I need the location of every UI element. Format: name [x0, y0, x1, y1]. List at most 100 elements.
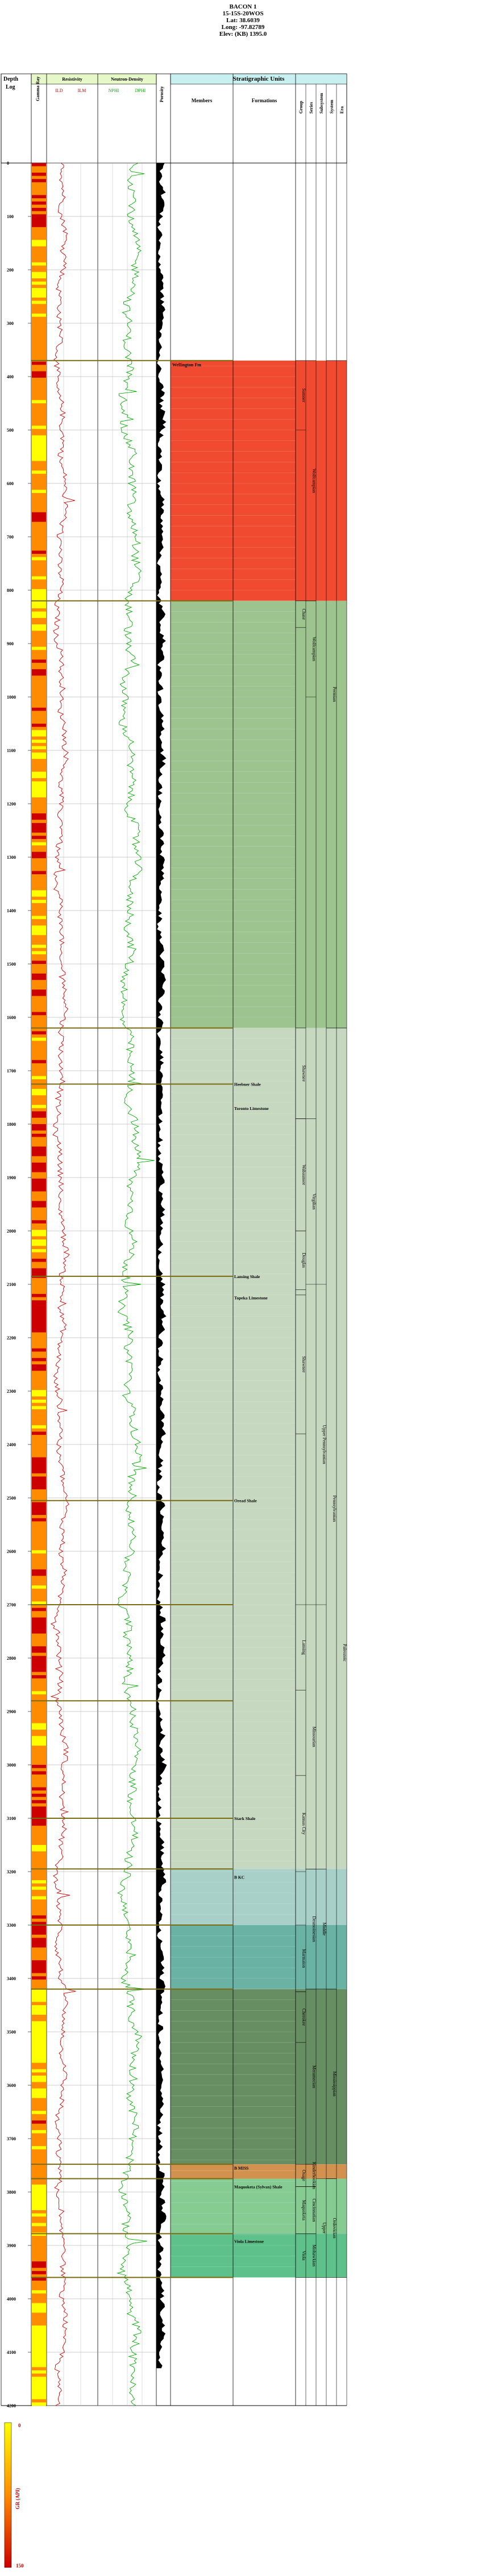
gamma-ray-cell [32, 537, 46, 541]
gamma-ray-cell [32, 400, 46, 404]
gamma-ray-cell [32, 2117, 46, 2121]
member-label: Oread Shale [234, 1498, 257, 1504]
gamma-ray-cell [32, 454, 46, 458]
gamma-ray-cell [32, 381, 46, 385]
gamma-ray-cell [32, 765, 46, 769]
gamma-track-title: Gamma Ray [35, 77, 40, 101]
gamma-ray-cell [32, 1659, 46, 1663]
gamma-ray-cell [32, 839, 46, 843]
gamma-ray-cell [32, 1191, 46, 1195]
gamma-ray-cell [32, 2085, 46, 2089]
gamma-ray-cell [32, 685, 46, 689]
gamma-ray-cell [32, 605, 46, 609]
gamma-ray-cell [32, 204, 46, 208]
gamma-ray-cell [32, 201, 46, 205]
depth-tick-label: 1100 [7, 748, 16, 753]
gamma-ray-cell [32, 1451, 46, 1455]
gamma-ray-cell [32, 804, 46, 808]
gamma-ray-cell [32, 1018, 46, 1022]
gamma-ray-cell [32, 1742, 46, 1746]
gamma-ray-cell [32, 698, 46, 702]
gamma-ray-cell [32, 490, 46, 494]
gamma-ray-cell [32, 1739, 46, 1743]
gamma-ray-cell [32, 2111, 46, 2115]
gamma-ray-cell [32, 791, 46, 795]
gamma-ray-cell [32, 345, 46, 349]
gamma-ray-cell [32, 492, 46, 496]
gamma-ray-cell [32, 1015, 46, 1019]
gamma-ray-cell [32, 1092, 46, 1096]
gamma-ray-cell [32, 1543, 46, 1547]
depth-tick-label: 2500 [7, 1496, 16, 1501]
gamma-ray-cell [32, 1826, 46, 1830]
gamma-ray-cell [32, 855, 46, 859]
gamma-ray-cell [32, 896, 46, 900]
gamma-ray-cell [32, 1447, 46, 1451]
gamma-ray-cell [32, 1720, 46, 1724]
gamma-ray-cell [32, 800, 46, 804]
system-label: Ordovician [332, 2218, 337, 2238]
gamma-ray-cell [32, 519, 46, 523]
gamma-ray-cell [32, 1521, 46, 1525]
gamma-ray-cell [32, 1348, 46, 1352]
group-label: Kansas City [301, 1813, 306, 1835]
gamma-ray-cell [32, 1998, 46, 2002]
gamma-ray-cell [32, 1579, 46, 1583]
gamma-ray-cell [32, 566, 46, 570]
gamma-ray-cell [32, 464, 46, 468]
gamma-ray-cell [32, 2172, 46, 2176]
gamma-ray-cell [32, 954, 46, 958]
gamma-ray-cell [32, 1008, 46, 1012]
gamma-ray-cell [32, 1768, 46, 1772]
gamma-ray-cell [32, 1265, 46, 1269]
gamma-ray-cell [32, 1595, 46, 1599]
gamma-ray-cell [32, 707, 46, 711]
gamma-ray-cell [32, 887, 46, 891]
gamma-ray-cell [32, 1268, 46, 1272]
gamma-ray-cell [32, 461, 46, 465]
gamma-ray-cell [32, 2306, 46, 2310]
gamma-ray-cell [32, 1797, 46, 1801]
gamma-ray-cell [32, 1281, 46, 1285]
gamma-ray-cell [32, 746, 46, 750]
gamma-ray-cell [32, 1621, 46, 1625]
well-longitude: Long: -97.82789 [221, 24, 265, 31]
depth-tick-label: 2700 [7, 1602, 16, 1608]
resistivity-curve2-label: ILM [78, 88, 86, 93]
gamma-ray-cell [32, 1646, 46, 1650]
gamma-ray-cell [32, 1851, 46, 1855]
gamma-ray-cell [32, 323, 46, 327]
gamma-ray-cell [32, 470, 46, 474]
depth-tick-label: 1400 [7, 908, 16, 913]
gamma-ray-cell [32, 439, 46, 442]
gamma-ray-cell [32, 1525, 46, 1529]
gamma-ray-cell [32, 1886, 46, 1890]
gamma-ray-cell [32, 2014, 46, 2018]
gamma-ray-cell [32, 355, 46, 359]
gamma-ray-cell [32, 2034, 46, 2038]
gamma-ray-cell [32, 1784, 46, 1788]
gamma-ray-cell [32, 316, 46, 320]
gamma-ray-cell [32, 2024, 46, 2028]
gamma-ray-cell [32, 1623, 46, 1627]
gamma-ray-cell [32, 1800, 46, 1804]
gamma-ray-cell [32, 2201, 46, 2205]
gamma-ray-cell [32, 1476, 46, 1480]
gamma-ray-cell [32, 1297, 46, 1301]
gamma-ray-cell [32, 2303, 46, 2307]
gamma-ray-cell [32, 1755, 46, 1759]
gamma-ray-cell [32, 2066, 46, 2070]
gamma-ray-cell [32, 624, 46, 628]
series-label: Wolfcampian [311, 469, 317, 493]
gamma-ray-cell [32, 1922, 46, 1926]
gamma-ray-cell [32, 2226, 46, 2230]
gamma-ray-cell [32, 1771, 46, 1775]
gamma-ray-cell [32, 602, 46, 606]
gamma-ray-cell [32, 2207, 46, 2211]
gamma-ray-cell [32, 1322, 46, 1326]
member-label: Topeka Limestone [234, 1296, 268, 1301]
gamma-ray-cell [32, 2370, 46, 2374]
gamma-ray-cell [32, 925, 46, 929]
gamma-ray-cell [32, 1213, 46, 1217]
gamma-ray-cell [32, 1512, 46, 1515]
